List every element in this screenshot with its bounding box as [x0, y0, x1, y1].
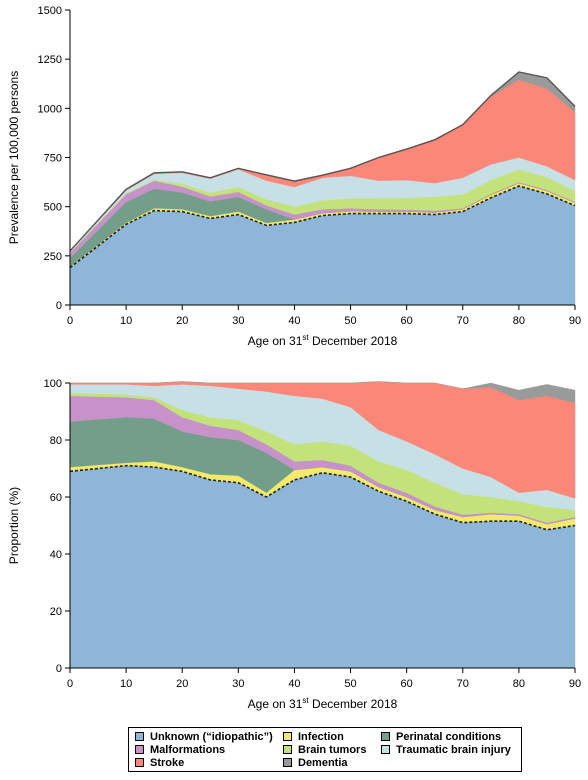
x-tick-label: 90 [569, 315, 581, 327]
legend-swatch-malformations [135, 745, 144, 754]
x-tick-label: 70 [457, 678, 469, 690]
legend-label-dementia: Dementia [298, 756, 348, 769]
x-tick-label: 40 [288, 678, 300, 690]
x-tick-label: 10 [120, 315, 132, 327]
y-tick-label: 40 [50, 549, 62, 561]
legend-label-brain-tumors: Brain tumors [298, 743, 367, 756]
chart-1: 0 250 500 750 1000 1250 1500 0 10 20 30 40 50 60 70 80 9… [7, 5, 581, 348]
y-tick-label: 100 [44, 378, 62, 390]
x-axis-title-rest: December 2018 [309, 334, 398, 348]
legend-swatch-brain-tumors [283, 745, 292, 754]
legend-item-dementia: Dementia [283, 756, 348, 769]
x-tick-label: 90 [569, 678, 581, 690]
y-tick-label: 1250 [38, 54, 62, 66]
legend-label-infection: Infection [298, 730, 344, 743]
x-axis-title: Age on 31st December 2018 [248, 696, 398, 711]
total-outline [69, 71, 576, 252]
legend-item-perinatal: Perinatal conditions [381, 730, 501, 743]
x-tick-label: 30 [232, 315, 244, 327]
area-dementia [70, 381, 576, 404]
chart-2: 0 20 40 60 80 100 0 10 20 30 40 50 60 70 80 90 Proportio… [7, 378, 581, 711]
y-tick-label: 0 [56, 300, 62, 312]
x-tick-label: 40 [288, 315, 300, 327]
y-axis-title: Proportion (%) [7, 487, 21, 564]
x-axis-title-sup: st [302, 696, 309, 705]
unknown-boundary-line [69, 464, 576, 531]
x-tick-label: 20 [176, 678, 188, 690]
y-tick-label: 750 [44, 153, 62, 165]
x-axis-title: Age on 31st December 2018 [248, 333, 398, 348]
x-tick-label: 30 [232, 678, 244, 690]
x-axis-title-main: Age on 31 [248, 697, 303, 711]
legend-swatch-perinatal [381, 732, 390, 741]
y-tick-label: 60 [50, 492, 62, 504]
legend-label-malformations: Malformations [150, 743, 226, 756]
x-tick-label: 0 [67, 315, 73, 327]
legend-swatch-traumatic-brain-injury [381, 745, 390, 754]
y-axis-title: Prevalence per 100,000 persons [7, 71, 21, 244]
x-tick-label: 10 [120, 678, 132, 690]
x-tick-label: 60 [401, 315, 413, 327]
x-axis-title-rest: December 2018 [309, 697, 398, 711]
x-tick-label: 70 [457, 315, 469, 327]
legend-label-stroke: Stroke [150, 756, 185, 769]
legend-item-infection: Infection [283, 730, 344, 743]
legend-item-brain-tumors: Brain tumors [283, 743, 366, 756]
legend-item-unknown: Unknown (“idiopathic”) [135, 730, 273, 743]
x-tick-label: 80 [513, 678, 525, 690]
x-tick-label: 50 [344, 315, 356, 327]
legend-swatch-infection [283, 732, 292, 741]
y-tick-label: 80 [50, 435, 62, 447]
legend-item-malformations: Malformations [135, 743, 225, 756]
y-tick-label: 250 [44, 251, 62, 263]
y-tick-label: 500 [44, 202, 62, 214]
x-tick-label: 0 [67, 678, 73, 690]
unknown-boundary-line [69, 185, 576, 269]
y-tick-label: 1000 [38, 103, 62, 115]
x-tick-label: 50 [344, 678, 356, 690]
y-tick-label: 0 [56, 663, 62, 675]
x-axis-title-sup: st [302, 333, 309, 342]
legend-swatch-dementia [283, 758, 292, 767]
legend-label-traumatic-brain-injury: Traumatic brain injury [396, 743, 511, 756]
x-tick-label: 20 [176, 315, 188, 327]
legend-swatch-unknown [135, 732, 144, 741]
legend-item-traumatic-brain-injury: Traumatic brain injury [381, 743, 511, 756]
legend-label-unknown: Unknown (“idiopathic”) [150, 730, 273, 743]
x-tick-label: 60 [401, 678, 413, 690]
y-tick-label: 1500 [38, 5, 62, 17]
legend-item-stroke: Stroke [135, 756, 184, 769]
x-axis-title-main: Age on 31 [248, 334, 303, 348]
legend: Unknown (“idiopathic”) Infection Perinat… [128, 727, 522, 772]
legend-label-perinatal: Perinatal conditions [396, 730, 502, 743]
legend-swatch-stroke [135, 758, 144, 767]
x-tick-label: 80 [513, 315, 525, 327]
y-tick-label: 20 [50, 606, 62, 618]
